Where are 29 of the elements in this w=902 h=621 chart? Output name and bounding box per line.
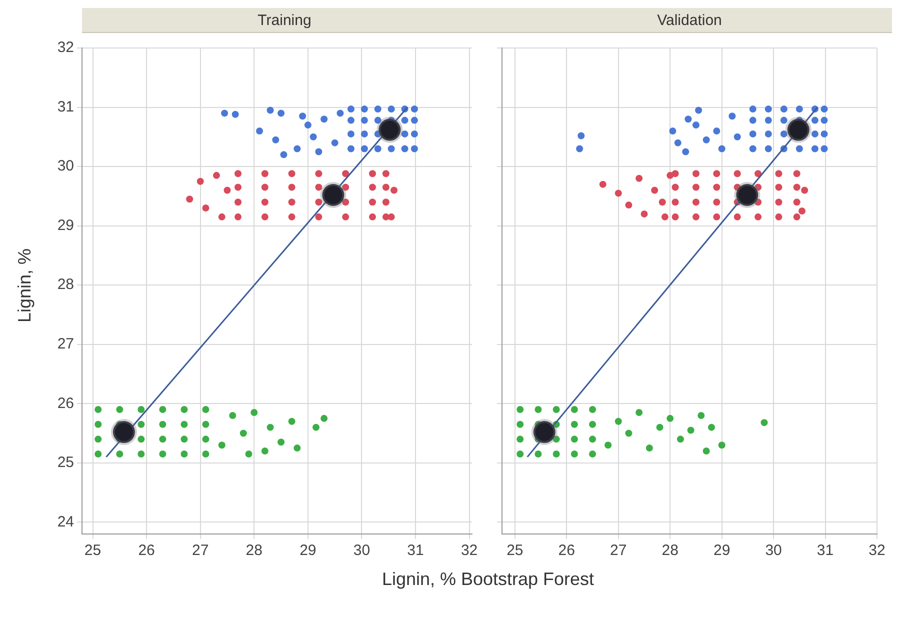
x-tick-label: 31	[407, 542, 424, 560]
y-axis-title: Lignin, %	[14, 248, 36, 323]
x-tick-label: 32	[460, 542, 478, 560]
x-tick-label: 30	[353, 542, 370, 560]
y-tick-label: 32	[57, 39, 74, 56]
y-tick-label: 26	[57, 394, 74, 412]
x-tick-label: 31	[816, 542, 834, 560]
y-tick-label: 24	[57, 513, 74, 530]
x-tick-label: 27	[610, 542, 627, 560]
x-tick-label: 26	[558, 542, 575, 560]
y-tick-label: 27	[57, 335, 74, 352]
x-tick-label: 25	[84, 542, 102, 560]
y-tick-label: 31	[57, 98, 74, 116]
x-tick-label: 29	[300, 542, 316, 560]
y-tick-label: 30	[57, 158, 74, 175]
y-tick-label: 28	[57, 276, 74, 294]
x-tick-label: 28	[662, 542, 678, 560]
chart-title: Training	[82, 8, 487, 33]
x-tick-label: 29	[713, 542, 730, 560]
x-axis-title: Lignin, % Bootstrap Forest	[380, 569, 596, 590]
chart-title: Validation	[487, 8, 892, 33]
x-tick-label: 26	[138, 542, 155, 560]
x-tick-label: 30	[765, 542, 782, 560]
x-tick-label: 28	[246, 542, 262, 560]
y-tick-label: 29	[57, 216, 74, 234]
x-tick-label: 32	[868, 542, 886, 560]
y-tick-label: 25	[57, 454, 74, 472]
x-tick-label: 25	[506, 542, 524, 560]
x-tick-label: 27	[192, 542, 209, 560]
